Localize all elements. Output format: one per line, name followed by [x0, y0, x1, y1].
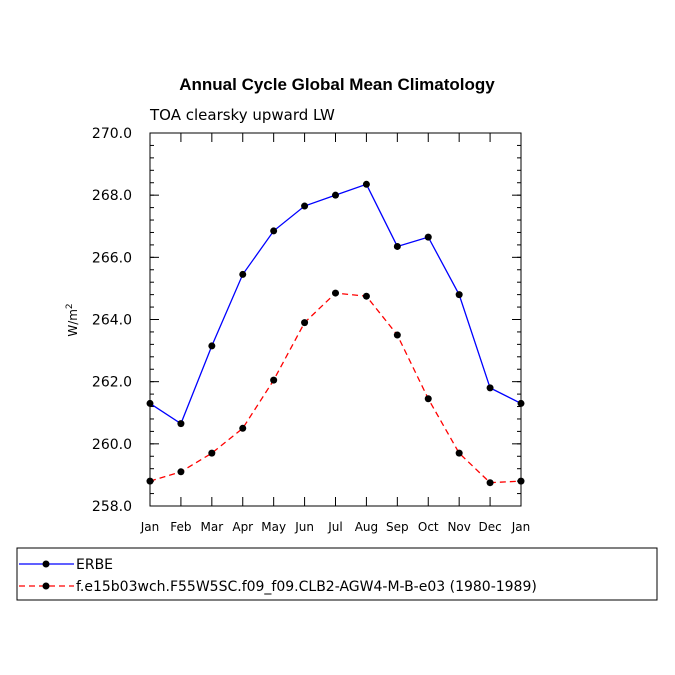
y-tick-label: 266.0	[92, 250, 132, 266]
x-tick-label: Aug	[355, 520, 378, 534]
x-tick-label: May	[261, 520, 286, 534]
x-tick-label: Dec	[478, 520, 501, 534]
x-tick-label: Jan	[511, 520, 531, 534]
series-0-point	[239, 270, 247, 278]
legend-box	[16, 547, 658, 601]
series-1-point	[332, 289, 339, 297]
series-line-0	[149, 183, 522, 425]
x-tick-label: Mar	[201, 520, 224, 534]
x-tick-labels: Jan Feb Mar Apr May Jun Jul Aug Sep Oct Nov Dec Jan	[140, 520, 531, 534]
x-tick-label: Jul	[327, 520, 342, 534]
x-tick-label: Jan	[140, 520, 160, 534]
series-1-point	[301, 319, 309, 327]
series-0-point	[362, 180, 370, 188]
series-0-point	[455, 291, 463, 299]
y-axis-label-text: W/m	[66, 309, 80, 337]
x-tick-label: Sep	[386, 520, 409, 534]
y-tick-label: 258.0	[92, 499, 132, 515]
series-0-point	[301, 202, 309, 210]
series-1-point	[270, 376, 278, 384]
legend-label-erbe: ERBE	[76, 557, 113, 573]
chart-title: Annual Cycle Global Mean Climatology	[179, 75, 495, 94]
series-0-point	[424, 233, 432, 241]
series-1-point	[208, 449, 216, 457]
series-group	[146, 180, 525, 487]
y-tick-label: 264.0	[92, 313, 132, 329]
series-0-point	[208, 342, 216, 350]
series-0-point	[177, 420, 185, 428]
x-tick-label: Oct	[418, 520, 439, 534]
y-axis-label-superscript: 2	[65, 303, 75, 309]
y-tick-label: 268.0	[92, 188, 132, 204]
series-0-point	[332, 191, 339, 199]
series-1-point	[424, 395, 432, 403]
x-tick-label: Feb	[170, 520, 191, 534]
series-0-point	[486, 384, 494, 392]
series-1-point	[239, 424, 247, 432]
axis-ticks	[149, 132, 522, 507]
series-line-1	[149, 292, 522, 484]
series-1-point	[177, 468, 185, 476]
series-1-point	[455, 449, 463, 457]
series-0-point	[270, 227, 278, 235]
legend-marker-model	[42, 582, 50, 590]
y-tick-labels: 258.0 260.0 262.0 264.0 266.0 268.0 270.0	[92, 126, 132, 515]
y-tick-label: 262.0	[92, 375, 132, 391]
y-tick-label: 270.0	[92, 126, 132, 142]
plot-frame	[149, 132, 522, 507]
series-1-point	[362, 292, 370, 300]
series-1-point	[486, 479, 494, 487]
series-1-point	[393, 331, 401, 339]
x-tick-label: Jun	[294, 520, 314, 534]
x-tick-label: Apr	[232, 520, 253, 534]
legend: ERBE f.e15b03wch.F55W5SC.f09_f09.CLB2-AG…	[16, 547, 658, 601]
legend-label-model: f.e15b03wch.F55W5SC.f09_f09.CLB2-AGW4-M-…	[76, 579, 537, 595]
x-tick-label: Nov	[447, 520, 470, 534]
y-tick-label: 260.0	[92, 437, 132, 453]
svg-text:W/m2: W/m2	[65, 303, 80, 336]
chart-subtitle: TOA clearsky upward LW	[149, 106, 335, 124]
series-0-point	[393, 242, 401, 250]
legend-marker-erbe	[42, 560, 50, 568]
y-axis-label: W/m2	[65, 303, 80, 336]
